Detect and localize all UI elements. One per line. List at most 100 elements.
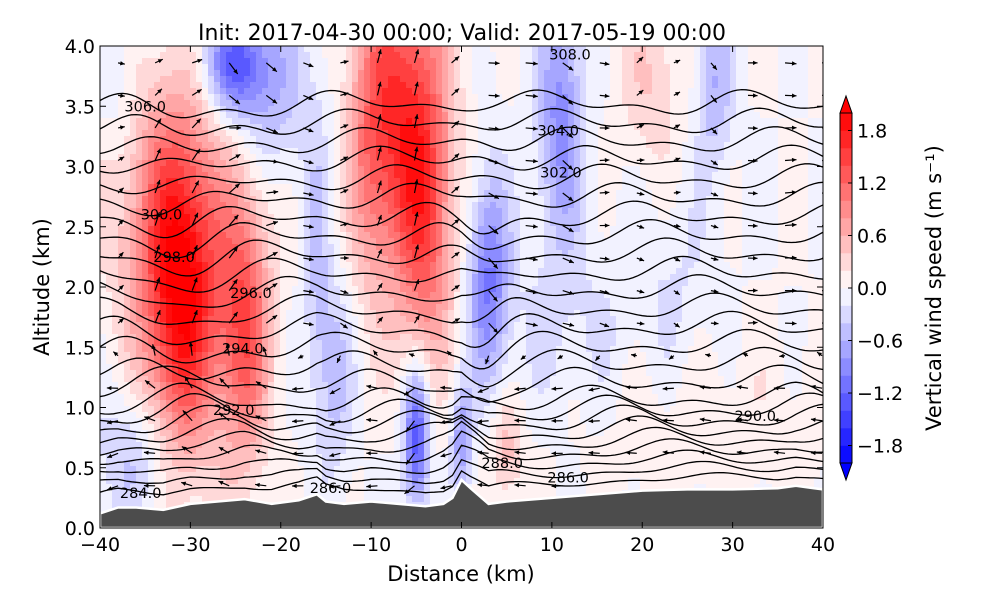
field-cell xyxy=(346,118,353,125)
field-cell xyxy=(652,46,659,53)
field-cell xyxy=(694,220,701,227)
field-cell xyxy=(472,196,479,203)
field-cell xyxy=(394,172,401,179)
field-cell xyxy=(574,196,581,203)
field-cell xyxy=(604,238,611,245)
field-cell xyxy=(712,238,719,245)
field-cell xyxy=(442,130,449,137)
field-cell xyxy=(418,250,425,257)
field-cell xyxy=(382,136,389,143)
field-cell xyxy=(406,262,413,269)
field-cell xyxy=(496,178,503,185)
field-cell xyxy=(520,46,527,53)
field-cell xyxy=(232,64,239,71)
field-cell xyxy=(622,286,629,293)
field-cell xyxy=(148,208,155,215)
field-cell xyxy=(760,70,767,77)
field-cell xyxy=(742,238,749,245)
field-cell xyxy=(700,226,707,233)
field-cell xyxy=(142,286,149,293)
field-cell xyxy=(670,136,677,143)
field-cell xyxy=(226,52,233,59)
field-cell xyxy=(574,46,581,53)
field-cell xyxy=(646,76,653,83)
field-cell xyxy=(772,64,779,71)
field-cell xyxy=(118,292,125,299)
field-cell xyxy=(184,274,191,281)
field-cell xyxy=(568,154,575,161)
field-cell xyxy=(736,58,743,65)
field-cell xyxy=(112,88,119,95)
field-cell xyxy=(514,238,521,245)
field-cell xyxy=(184,202,191,209)
field-cell xyxy=(610,256,617,263)
field-cell xyxy=(526,196,533,203)
field-cell xyxy=(214,208,221,215)
field-cell xyxy=(580,100,587,107)
field-cell xyxy=(802,196,809,203)
field-cell xyxy=(100,292,107,299)
field-cell xyxy=(184,178,191,185)
field-cell xyxy=(766,166,773,173)
field-cell xyxy=(190,154,197,161)
field-cell xyxy=(238,148,245,155)
field-cell xyxy=(436,256,443,263)
field-cell xyxy=(178,106,185,113)
field-cell xyxy=(730,274,737,281)
field-cell xyxy=(190,76,197,83)
field-cell xyxy=(364,250,371,257)
field-cell xyxy=(778,118,785,125)
field-cell xyxy=(352,256,359,263)
field-cell xyxy=(178,178,185,185)
field-cell xyxy=(328,220,335,227)
field-cell xyxy=(640,142,647,149)
field-cell xyxy=(682,52,689,59)
field-cell xyxy=(382,250,389,257)
field-cell xyxy=(634,70,641,77)
field-cell xyxy=(514,94,521,101)
field-cell xyxy=(466,178,473,185)
field-cell xyxy=(706,250,713,257)
field-cell xyxy=(364,82,371,89)
field-cell xyxy=(820,58,823,65)
field-cell xyxy=(592,178,599,185)
field-cell xyxy=(730,136,737,143)
field-cell xyxy=(448,148,455,155)
field-cell xyxy=(118,70,125,77)
field-cell xyxy=(718,232,725,239)
field-cell xyxy=(376,94,383,101)
field-cell xyxy=(712,178,719,185)
field-cell xyxy=(328,82,335,89)
field-cell xyxy=(328,238,335,245)
field-cell xyxy=(208,208,215,215)
field-cell xyxy=(328,226,335,233)
field-cell xyxy=(550,214,557,221)
field-cell xyxy=(544,160,551,167)
field-cell xyxy=(766,208,773,215)
field-cell xyxy=(244,226,251,233)
field-cell xyxy=(310,130,317,137)
field-cell xyxy=(148,100,155,107)
field-cell xyxy=(652,238,659,245)
field-cell xyxy=(166,226,173,233)
field-cell xyxy=(640,100,647,107)
field-cell xyxy=(370,94,377,101)
field-cell xyxy=(718,280,725,287)
field-cell xyxy=(172,256,179,263)
field-cell xyxy=(760,130,767,137)
field-cell xyxy=(574,280,581,287)
field-cell xyxy=(382,286,389,293)
field-cell xyxy=(202,136,209,143)
field-cell xyxy=(238,196,245,203)
field-cell xyxy=(406,208,413,215)
field-cell xyxy=(724,184,731,191)
field-cell xyxy=(334,142,341,149)
field-cell xyxy=(484,220,491,227)
field-cell xyxy=(190,106,197,113)
field-cell xyxy=(106,166,113,173)
field-cell xyxy=(406,124,413,131)
field-cell xyxy=(508,58,515,65)
field-cell xyxy=(568,76,575,83)
field-cell xyxy=(802,148,809,155)
field-cell xyxy=(160,58,167,65)
